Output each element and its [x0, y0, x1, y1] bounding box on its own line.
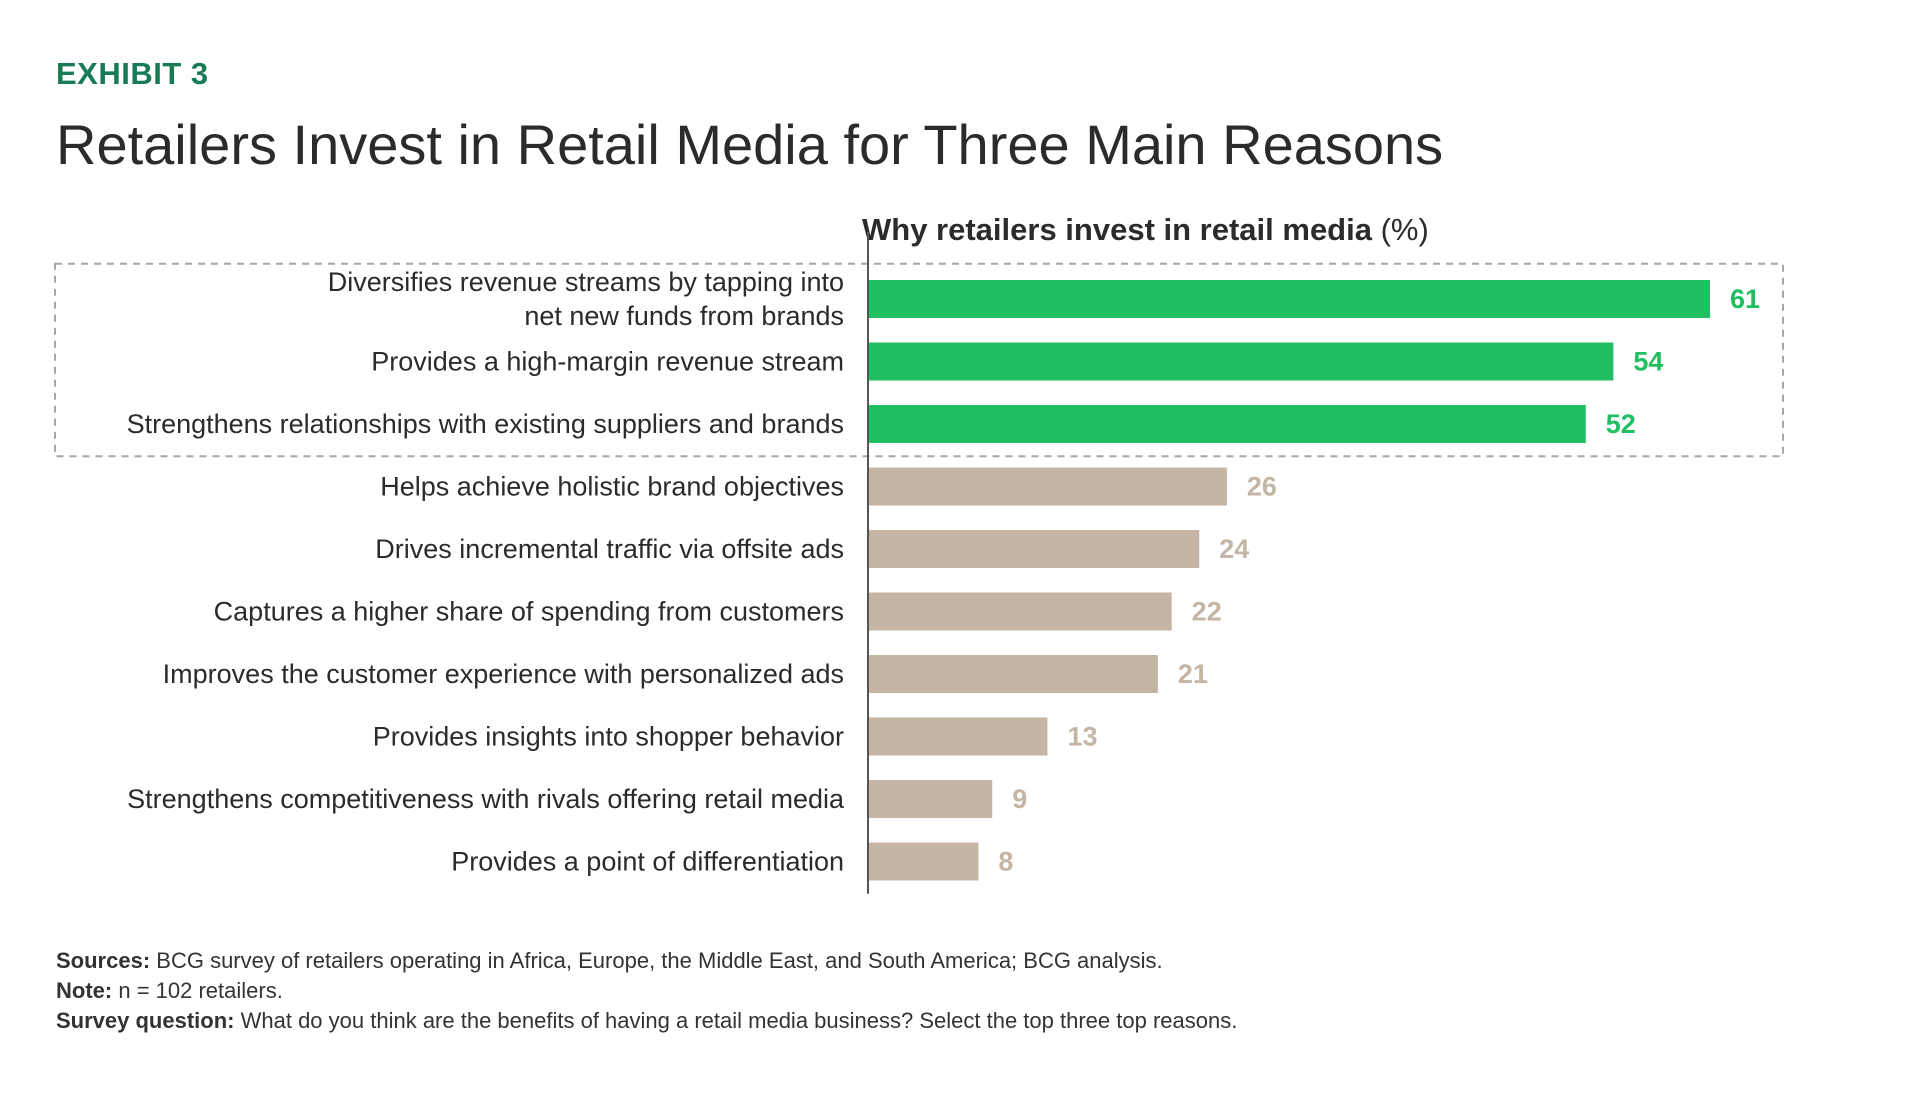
bar-2 [868, 342, 1614, 381]
data-label-5: 24 [1219, 534, 1249, 564]
data-label-7: 21 [1178, 659, 1208, 689]
footer-sources: Sources: BCG survey of retailers operati… [56, 946, 1237, 976]
category-label-5: Drives incremental traffic via offsite a… [375, 534, 844, 564]
category-label-1-line-2: net new funds from brands [524, 301, 844, 331]
data-label-6: 22 [1192, 597, 1222, 627]
bar-9 [868, 780, 993, 818]
bar-3 [868, 405, 1586, 443]
bar-10 [868, 842, 979, 881]
data-label-3: 52 [1606, 409, 1636, 439]
category-label-7: Improves the customer experience with pe… [163, 659, 844, 689]
data-label-8: 13 [1067, 722, 1097, 752]
note-text: n = 102 retailers. [118, 978, 283, 1003]
bar-5 [868, 530, 1200, 568]
data-label-9: 9 [1012, 784, 1027, 814]
bar-1 [868, 280, 1710, 318]
bar-6 [868, 592, 1172, 631]
category-label-4: Helps achieve holistic brand objectives [380, 472, 844, 502]
footer-note: Note: n = 102 retailers. [56, 976, 1237, 1006]
data-label-10: 8 [998, 847, 1013, 877]
page-title: Retailers Invest in Retail Media for Thr… [56, 113, 1444, 176]
chart-title: Why retailers invest in retail media (%) [862, 212, 1429, 248]
category-label-6: Captures a higher share of spending from… [214, 597, 844, 627]
category-label-2: Provides a high-margin revenue stream [371, 347, 844, 377]
footer-survey-question: Survey question: What do you think are t… [56, 1006, 1237, 1036]
category-label-9: Strengthens competitiveness with rivals … [127, 784, 845, 814]
category-label-1-line-1: Diversifies revenue streams by tapping i… [328, 267, 844, 297]
data-label-4: 26 [1247, 472, 1277, 502]
exhibit-label: EXHIBIT 3 [56, 56, 209, 91]
bar-8 [868, 717, 1048, 756]
survey-label: Survey question: [56, 1008, 235, 1033]
category-label-10: Provides a point of differentiation [451, 847, 844, 877]
note-label: Note: [56, 978, 113, 1003]
footer: Sources: BCG survey of retailers operati… [56, 946, 1237, 1036]
sources-label: Sources: [56, 948, 151, 973]
highlight-box [54, 262, 1784, 458]
chart-title-main: Why retailers invest in retail media [862, 212, 1372, 247]
sources-text: BCG survey of retailers operating in Afr… [156, 948, 1163, 973]
category-label-8: Provides insights into shopper behavior [373, 722, 844, 752]
survey-text: What do you think are the benefits of ha… [240, 1008, 1238, 1033]
data-label-2: 54 [1633, 347, 1663, 377]
chart-title-unit: (%) [1380, 212, 1429, 247]
bar-chart: 61 Diversifies revenue streams by tapping… [54, 232, 1784, 894]
category-label-3: Strengthens relationships with existing … [127, 409, 844, 439]
bar-4 [868, 467, 1227, 506]
data-label-1: 61 [1730, 284, 1760, 314]
bar-7 [868, 655, 1158, 693]
